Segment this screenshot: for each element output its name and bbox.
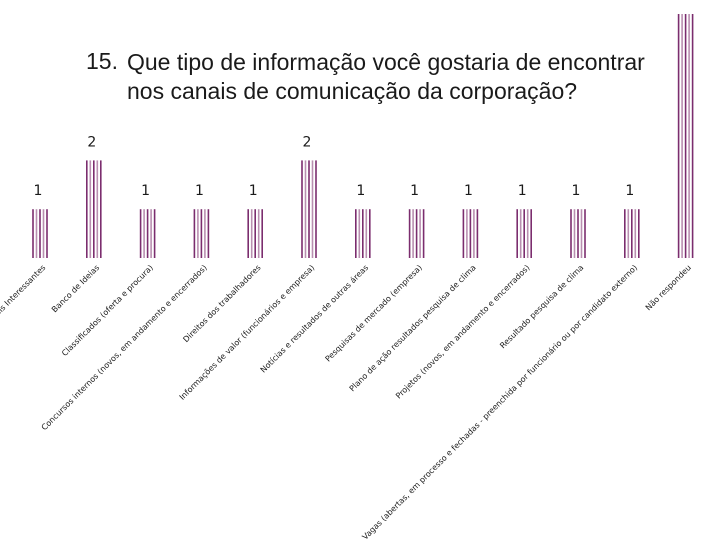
chart-title: Que tipo de informação você gostaria de … [127,49,645,104]
bar-8 [462,209,479,258]
bar-3 [193,209,210,258]
x-tick-label-11: Vagas (abertas, em processo e fechadas -… [361,263,640,540]
data-label-1: 2 [87,134,96,150]
x-tick-label-2: Classificados (oferta e procura) [60,263,155,358]
data-label-2: 1 [141,183,150,199]
data-label-5: 2 [303,134,312,150]
x-tick-label-1: Banco de Ideias [50,263,101,314]
data-label-4: 1 [249,183,258,199]
bar-11 [623,209,640,258]
data-label-8: 1 [464,183,473,199]
x-tick-label-6: Notícias e resultados de outras áreas [259,263,371,375]
x-tick-label-0: Mais Interessantes [0,263,47,322]
data-label-0: 1 [34,183,43,199]
x-tick-label-8: Plano de ação resultados pesquisa de cli… [348,263,478,393]
bar-2 [139,209,156,258]
bar-1 [86,160,102,258]
data-label-6: 1 [356,183,365,199]
x-tick-label-12: Não respondeu [644,263,693,312]
bar-10 [570,209,586,258]
bar-4 [247,209,264,258]
bar-12 [677,14,694,258]
bar-0 [32,209,48,258]
bar-9 [516,209,533,258]
data-label-10: 1 [572,183,581,199]
bar-5 [301,160,317,258]
data-labels-group: 1 2 1 1 1 2 1 1 1 1 1 1 [34,134,635,199]
bar-6 [354,209,371,258]
bars-group [32,14,694,258]
x-labels-group: Mais Interessantes Banco de IdeiasClassif… [0,263,693,540]
data-label-11: 1 [625,183,634,199]
x-tick-label-7: Pesquisas de mercado (empresa) [324,263,424,363]
data-label-9: 1 [518,183,527,199]
data-label-7: 1 [410,183,419,199]
data-label-3: 1 [195,183,204,199]
bar-7 [408,209,425,258]
chart-title-number: 15. [86,48,118,74]
